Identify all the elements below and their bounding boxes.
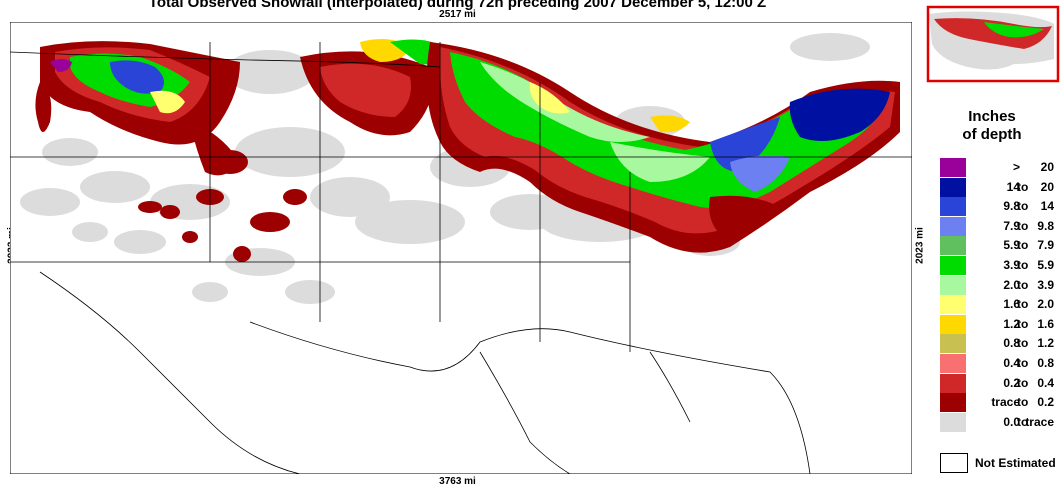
legend-swatch <box>940 158 966 177</box>
legend-swatch <box>940 334 966 354</box>
legend-to-word: to <box>1017 297 1029 312</box>
legend-swatch <box>940 236 966 256</box>
legend-to: 1.6 <box>1037 316 1054 331</box>
legend-row: 0.8 to 1.2 <box>940 334 1060 354</box>
legend-row: 1.6 to 2.0 <box>940 295 1060 315</box>
legend-title-line2: of depth <box>962 126 1022 143</box>
legend-to: 9.8 <box>1037 218 1054 233</box>
legend-from: 1.2 <box>1003 316 1020 331</box>
legend-row: 0.0 to trace <box>940 412 1060 433</box>
legend-row: 0.4 to 0.8 <box>940 353 1060 374</box>
legend-to: 1.2 <box>1037 336 1054 351</box>
legend-swatch <box>940 295 966 315</box>
legend-to: 0.2 <box>1037 395 1054 410</box>
legend-row: 0.2 to 0.4 <box>940 373 1060 394</box>
overview-inset-map <box>924 4 1060 84</box>
not-estimated-label: Not Estimated <box>975 456 1056 470</box>
inset-frame <box>926 5 1060 83</box>
legend-to: 0.4 <box>1037 375 1054 390</box>
legend-from: 2.0 <box>1003 277 1020 292</box>
legend-to: 3.9 <box>1037 277 1054 292</box>
legend-from: 0.0 <box>1003 414 1020 429</box>
legend-from: 0.4 <box>1003 355 1020 370</box>
map-title: Total Observed Snowfall (Interpolated) d… <box>148 0 767 11</box>
boundary-lines <box>10 42 912 474</box>
legend-swatch <box>940 393 966 413</box>
legend-swatch <box>940 275 966 295</box>
legend-to-word: to <box>1017 257 1029 272</box>
legend-to: 14 <box>1040 199 1054 214</box>
bottom-width-label: 3763 mi <box>439 476 476 487</box>
legend-swatch <box>940 216 966 236</box>
legend-to-word: to <box>1017 238 1029 253</box>
legend-to-word: to <box>1017 355 1029 370</box>
northwest-snow-band <box>35 41 240 176</box>
legend-row: 2.0 to 3.9 <box>940 275 1060 296</box>
legend-row: 5.9 to 7.9 <box>940 236 1060 256</box>
legend-swatch <box>940 353 966 373</box>
legend-to-word: to <box>1017 336 1029 351</box>
legend-from: 1.6 <box>1003 297 1020 312</box>
legend-row: 7.9 to 9.8 <box>940 216 1060 237</box>
not-estimated-swatch <box>940 453 968 473</box>
legend-from: 9.8 <box>1003 199 1020 214</box>
legend-to-word: to <box>1017 414 1029 429</box>
legend-to: 20 <box>1040 160 1054 174</box>
legend-row: 14 to 20 <box>940 177 1060 198</box>
legend-to-word: to <box>1017 199 1029 214</box>
not-estimated-legend: Not Estimated <box>940 453 1060 473</box>
legend-to: 0.8 <box>1037 355 1054 370</box>
legend-row: 3.9 to 5.9 <box>940 255 1060 276</box>
legend-title-line1: Inches <box>968 108 1016 125</box>
legend-swatch <box>940 197 966 217</box>
legend-to: 5.9 <box>1037 257 1054 272</box>
legend-from: 14 <box>1006 179 1020 194</box>
legend-to: 2.0 <box>1037 297 1054 312</box>
legend-swatch <box>940 373 966 393</box>
legend-swatch <box>940 314 966 334</box>
legend-from: trace <box>991 395 1020 410</box>
legend-row: 9.8 to 14 <box>940 197 1060 217</box>
legend-to-word: to <box>1017 395 1029 410</box>
legend-to-word: to <box>1017 277 1029 292</box>
legend-from: 5.9 <box>1003 238 1020 253</box>
legend-from: 0.8 <box>1003 336 1020 351</box>
legend-to: 7.9 <box>1037 238 1054 253</box>
legend-swatch <box>940 177 966 197</box>
legend-from: > <box>1012 160 1020 174</box>
legend-row: >20 <box>940 158 1060 178</box>
legend-to: trace <box>1025 414 1054 429</box>
legend-title: Inches of depth <box>924 108 1060 144</box>
snowfall-map <box>10 22 912 474</box>
right-height-label: 2023 mi <box>914 227 926 264</box>
legend-row: trace to 0.2 <box>940 393 1060 413</box>
legend-swatch <box>940 255 966 275</box>
legend: >20 14 to 20 9.8 to 14 7.9 to 9.8 5.9 to 7.9 3.9 to 5.9… <box>940 158 1060 432</box>
legend-to-word: to <box>1017 316 1029 331</box>
legend-to-word: to <box>1017 375 1029 390</box>
legend-to-word: to <box>1017 218 1029 233</box>
legend-from: 3.9 <box>1003 257 1020 272</box>
legend-swatch <box>940 412 966 432</box>
midwest-snow-band <box>426 42 900 253</box>
legend-from: 7.9 <box>1003 218 1020 233</box>
legend-to-word: to <box>1017 179 1029 194</box>
legend-from: 0.2 <box>1003 375 1020 390</box>
top-width-label: 2517 mi <box>439 9 476 20</box>
legend-to: 20 <box>1040 179 1054 194</box>
legend-row: 1.2 to 1.6 <box>940 314 1060 335</box>
